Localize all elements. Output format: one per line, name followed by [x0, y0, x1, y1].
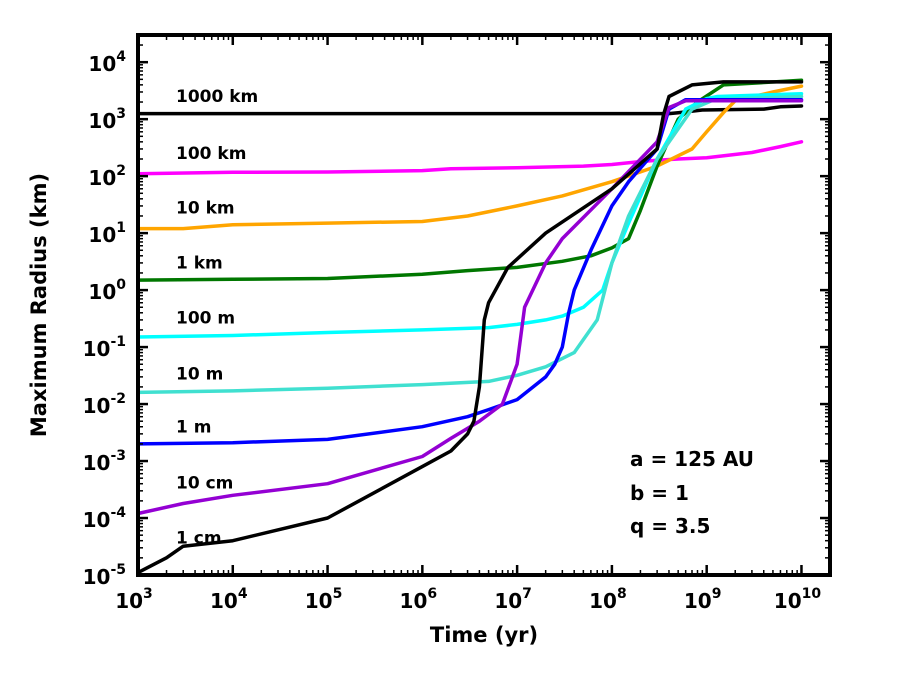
series-line-1-km: [136, 78, 804, 282]
series-line-100-km: [136, 140, 804, 176]
y-tick-label: 10-5: [83, 562, 126, 589]
series-label-100-m: 100 m: [176, 308, 235, 328]
series-label-1-km: 1 km: [176, 253, 223, 273]
series-label-100-km: 100 km: [176, 144, 246, 164]
x-tick-label: 105: [305, 586, 343, 613]
series-line-1-cm: [136, 80, 804, 575]
series-label-1000-km: 1000 km: [176, 87, 258, 107]
x-axis-title: Time (yr): [430, 623, 538, 647]
x-tick-label: 1010: [774, 586, 822, 613]
y-tick-label: 102: [88, 163, 126, 190]
x-tick-label: 103: [115, 586, 153, 613]
series-label-10-m: 10 m: [176, 364, 223, 384]
x-tick-label: 109: [684, 586, 722, 613]
y-tick-label: 104: [88, 49, 126, 76]
plot-frame: [136, 33, 832, 577]
series-label-1-m: 1 m: [176, 417, 211, 437]
y-tick-label: 10-3: [83, 448, 126, 475]
series-label-10-cm: 10 cm: [176, 473, 233, 493]
y-tick-label: 101: [88, 220, 126, 247]
series-line-1000-km: [136, 104, 804, 116]
series-label-1-cm: 1 cm: [176, 528, 222, 548]
y-tick-label: 100: [88, 277, 126, 304]
y-tick-label: 10-4: [83, 505, 127, 532]
x-tick-label: 107: [494, 586, 532, 613]
x-tick-label: 108: [589, 586, 627, 613]
series-layer: [136, 78, 804, 575]
y-tick-label: 103: [88, 106, 126, 133]
series-line-100-m: [136, 91, 804, 339]
series-label-layer: 1000 km 100 km 10 km 1 km 100 m 10 m 1 m 10 cm 1…: [176, 87, 258, 548]
annotation-a: a = 125 AU: [630, 447, 754, 471]
annotation-q: q = 3.5: [630, 514, 710, 538]
y-tick-label: 10-2: [83, 391, 126, 418]
tick-layer: 103 104 105 106 107 108 109 1010 10-5 10-4 10-3 10-…: [83, 34, 831, 613]
y-tick-label: 10-1: [83, 334, 126, 361]
x-tick-label: 106: [400, 586, 438, 613]
series-line-10-m: [136, 94, 804, 395]
series-line-10-km: [136, 84, 804, 231]
y-axis-title: Maximum Radius (km): [27, 173, 51, 437]
series-label-10-km: 10 km: [176, 199, 235, 219]
x-tick-label: 104: [210, 586, 248, 613]
annotation-b: b = 1: [630, 481, 689, 505]
